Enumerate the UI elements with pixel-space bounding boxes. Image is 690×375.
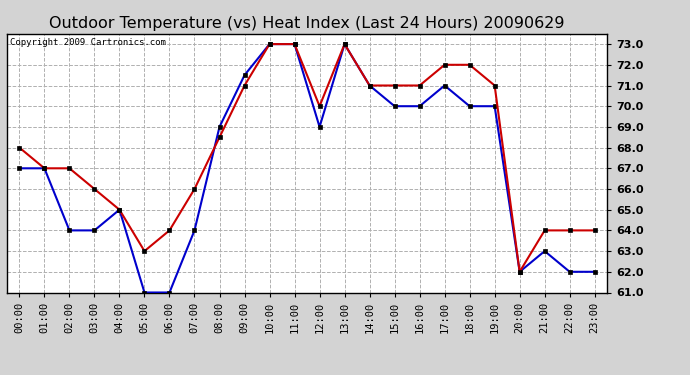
Text: Copyright 2009 Cartronics.com: Copyright 2009 Cartronics.com: [10, 38, 166, 46]
Title: Outdoor Temperature (vs) Heat Index (Last 24 Hours) 20090629: Outdoor Temperature (vs) Heat Index (Las…: [49, 16, 565, 31]
